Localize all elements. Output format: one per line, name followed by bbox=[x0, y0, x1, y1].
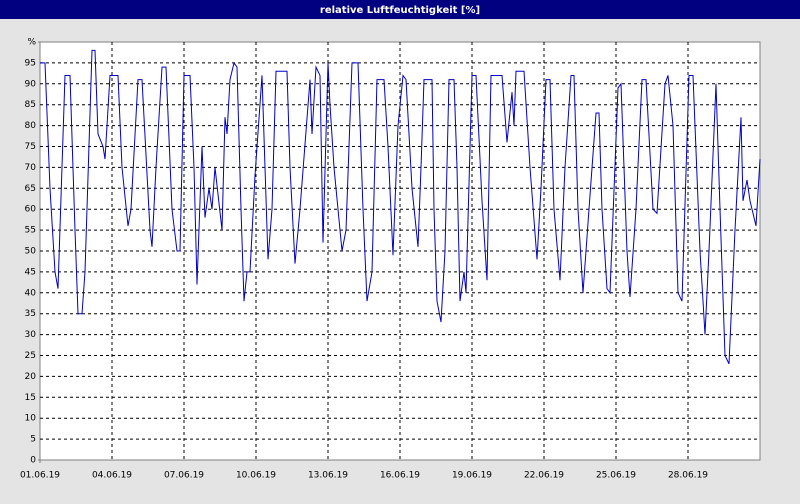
x-tick-label: 13.06.19 bbox=[308, 471, 348, 481]
x-tick-label: 07.06.19 bbox=[164, 471, 204, 481]
y-tick-label: 15 bbox=[25, 393, 36, 403]
y-tick-label: 10 bbox=[25, 414, 37, 424]
x-tick-label: 19.06.19 bbox=[452, 471, 492, 481]
y-tick-label: 35 bbox=[25, 309, 36, 319]
plot-layer: 0 5 10 15 20 25 30 35 40 45 50 55 60 65 70 75 80 85 90 95% 0… bbox=[20, 38, 761, 481]
x-tick-label: 28.06.19 bbox=[668, 471, 708, 481]
x-tick-label: 22.06.19 bbox=[524, 471, 564, 481]
y-tick-label: 20 bbox=[25, 372, 37, 382]
y-tick-label: 95 bbox=[25, 58, 36, 68]
y-tick-label: 55 bbox=[25, 226, 36, 236]
y-tick-label: 80 bbox=[25, 121, 37, 131]
y-tick-label: 25 bbox=[25, 351, 36, 361]
x-tick-label: 10.06.19 bbox=[236, 471, 276, 481]
y-tick-label: 90 bbox=[25, 79, 37, 89]
y-tick-label: 70 bbox=[25, 163, 37, 173]
data-line bbox=[40, 49, 761, 365]
y-tick-label: 50 bbox=[25, 247, 37, 257]
y-tick-label: 60 bbox=[25, 205, 37, 215]
y-tick-label: 40 bbox=[25, 288, 37, 298]
y-tick-label: 30 bbox=[25, 330, 37, 340]
y-tick-label: 5 bbox=[30, 435, 36, 445]
x-tick-label: 25.06.19 bbox=[596, 471, 636, 481]
y-tick-label: 75 bbox=[25, 142, 36, 152]
y-tick-label: 45 bbox=[25, 267, 36, 277]
x-tick-label: 04.06.19 bbox=[92, 471, 132, 481]
title-bar bbox=[0, 0, 800, 19]
y-tick-label: 85 bbox=[25, 100, 36, 110]
y-tick-label: % bbox=[27, 38, 36, 48]
x-tick-label: 16.06.19 bbox=[380, 471, 420, 481]
chart-title: relative Luftfeuchtigkeit [%] bbox=[320, 5, 480, 16]
y-tick-label: 65 bbox=[25, 184, 36, 194]
y-tick-label: 0 bbox=[30, 456, 36, 466]
x-tick-label: 01.06.19 bbox=[20, 471, 60, 481]
